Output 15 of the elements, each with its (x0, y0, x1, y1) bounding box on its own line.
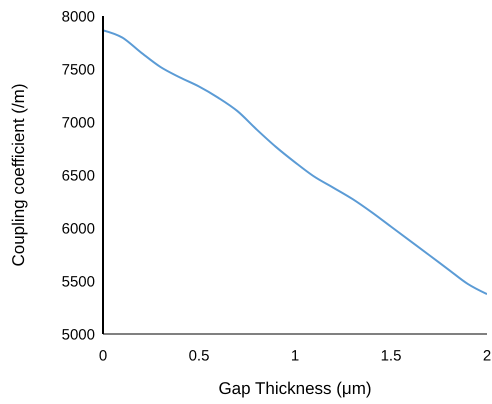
x-axis-title: Gap Thickness (μm) (218, 379, 372, 398)
x-tick-label: 1.5 (380, 348, 402, 365)
x-tick-label: 1 (290, 348, 300, 365)
y-tick-label: 7500 (62, 61, 95, 78)
y-tick-label: 5000 (62, 326, 95, 344)
line-series (103, 29, 487, 296)
y-tick-label: 8000 (62, 8, 95, 26)
x-tick-label: 0.5 (188, 348, 210, 365)
x-tick-label: 2 (482, 348, 492, 365)
y-tick-label: 7000 (62, 114, 95, 132)
y-tick-label: 6000 (62, 220, 95, 238)
y-tick-label: 6500 (62, 167, 95, 184)
y-axis-title: Coupling coefficient (/m) (9, 84, 28, 266)
x-tick-label: 0 (98, 348, 108, 365)
y-tick-label: 5500 (62, 273, 95, 290)
